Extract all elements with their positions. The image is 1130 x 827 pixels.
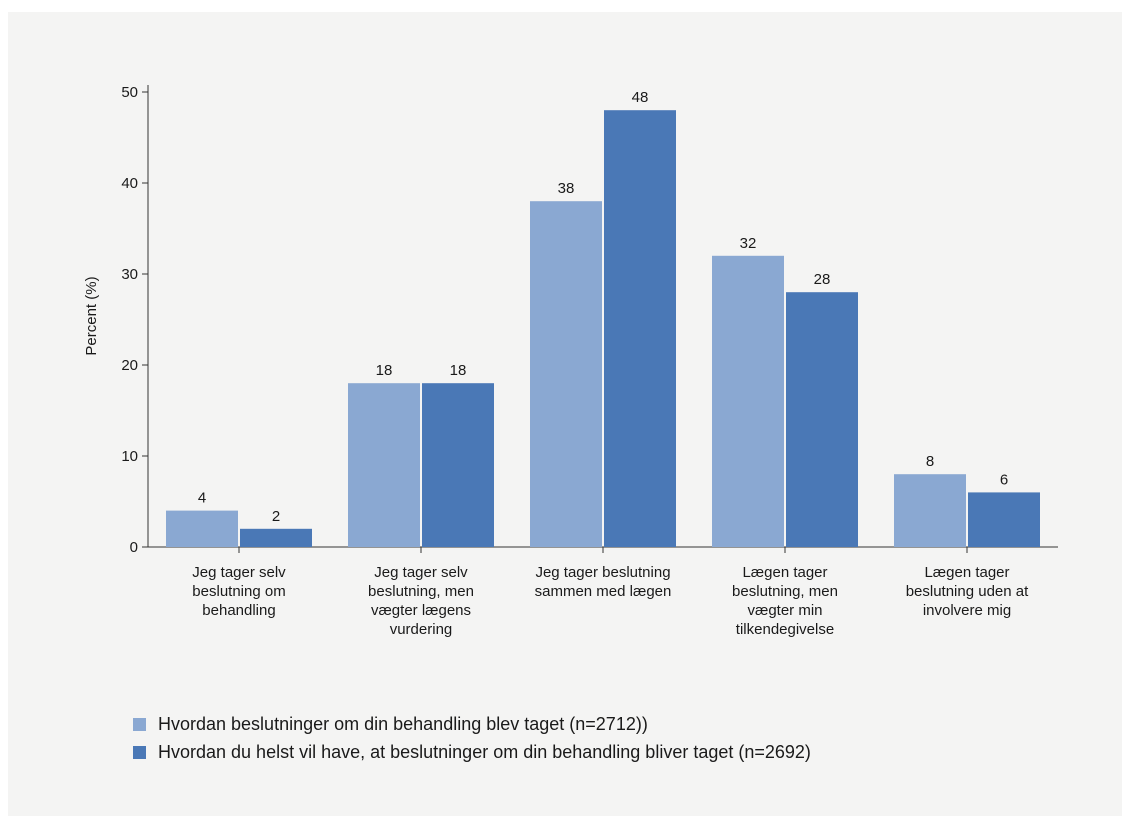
y-tick-label-20: 20 xyxy=(121,357,138,374)
legend: Hvordan beslutninger om din behandling b… xyxy=(133,710,811,766)
bar-chart: 0 10 20 30 40 50 Percent (%) 4 2 Jeg tager selv be… xyxy=(83,84,1058,638)
data-label-2-5: 6 xyxy=(1000,471,1008,488)
data-label-1-2: 18 xyxy=(376,362,393,379)
data-label-1-1: 4 xyxy=(198,490,206,507)
data-label-2-4: 28 xyxy=(814,271,831,288)
x-tick-label-2: Jeg tager selv beslutning, men vægter læge… xyxy=(368,564,474,638)
bar-2-4 xyxy=(786,292,858,547)
x-tick-label-5: Lægen tager beslutning uden at involvere m… xyxy=(906,564,1029,619)
bar-1-5 xyxy=(894,474,966,547)
data-label-2-1: 2 xyxy=(272,508,280,525)
legend-label-series-2: Hvordan du helst vil have, at beslutning… xyxy=(158,741,811,762)
chart-panel: 0 10 20 30 40 50 Percent (%) 4 2 Jeg tager selv be… xyxy=(8,12,1122,816)
bar-2-5 xyxy=(968,492,1040,547)
y-axis-title: Percent (%) xyxy=(83,276,100,355)
bar-2-2 xyxy=(422,383,494,547)
y-tick-label-40: 40 xyxy=(121,175,138,192)
x-tick-label-1: Jeg tager selv beslutning om behandling xyxy=(192,564,286,619)
data-label-1-3: 38 xyxy=(558,180,575,197)
y-tick-label-30: 30 xyxy=(121,266,138,283)
bar-1-3 xyxy=(530,201,602,547)
y-tick-label-0: 0 xyxy=(130,539,138,556)
x-tick-label-3: Jeg tager beslutning sammen med lægen xyxy=(535,564,672,600)
data-label-1-4: 32 xyxy=(740,235,757,252)
legend-item-series-2: Hvordan du helst vil have, at beslutning… xyxy=(133,738,811,766)
data-label-2-2: 18 xyxy=(450,362,467,379)
bar-2-3 xyxy=(604,110,676,547)
legend-swatch-series-1 xyxy=(133,717,146,731)
legend-label-series-1: Hvordan beslutninger om din behandling b… xyxy=(158,713,648,734)
data-label-1-5: 8 xyxy=(926,453,934,470)
x-tick-label-4: Lægen tager beslutning, men vægter min tilk… xyxy=(732,564,838,638)
bar-2-1 xyxy=(240,528,312,547)
data-label-2-3: 48 xyxy=(632,89,649,106)
y-tick-label-50: 50 xyxy=(121,84,138,101)
bar-1-1 xyxy=(166,510,238,547)
y-tick-label-10: 10 xyxy=(121,448,138,465)
legend-item-series-1: Hvordan beslutninger om din behandling b… xyxy=(133,710,811,738)
bar-1-2 xyxy=(348,383,420,547)
bar-1-4 xyxy=(712,255,784,548)
legend-swatch-series-2 xyxy=(133,745,146,759)
